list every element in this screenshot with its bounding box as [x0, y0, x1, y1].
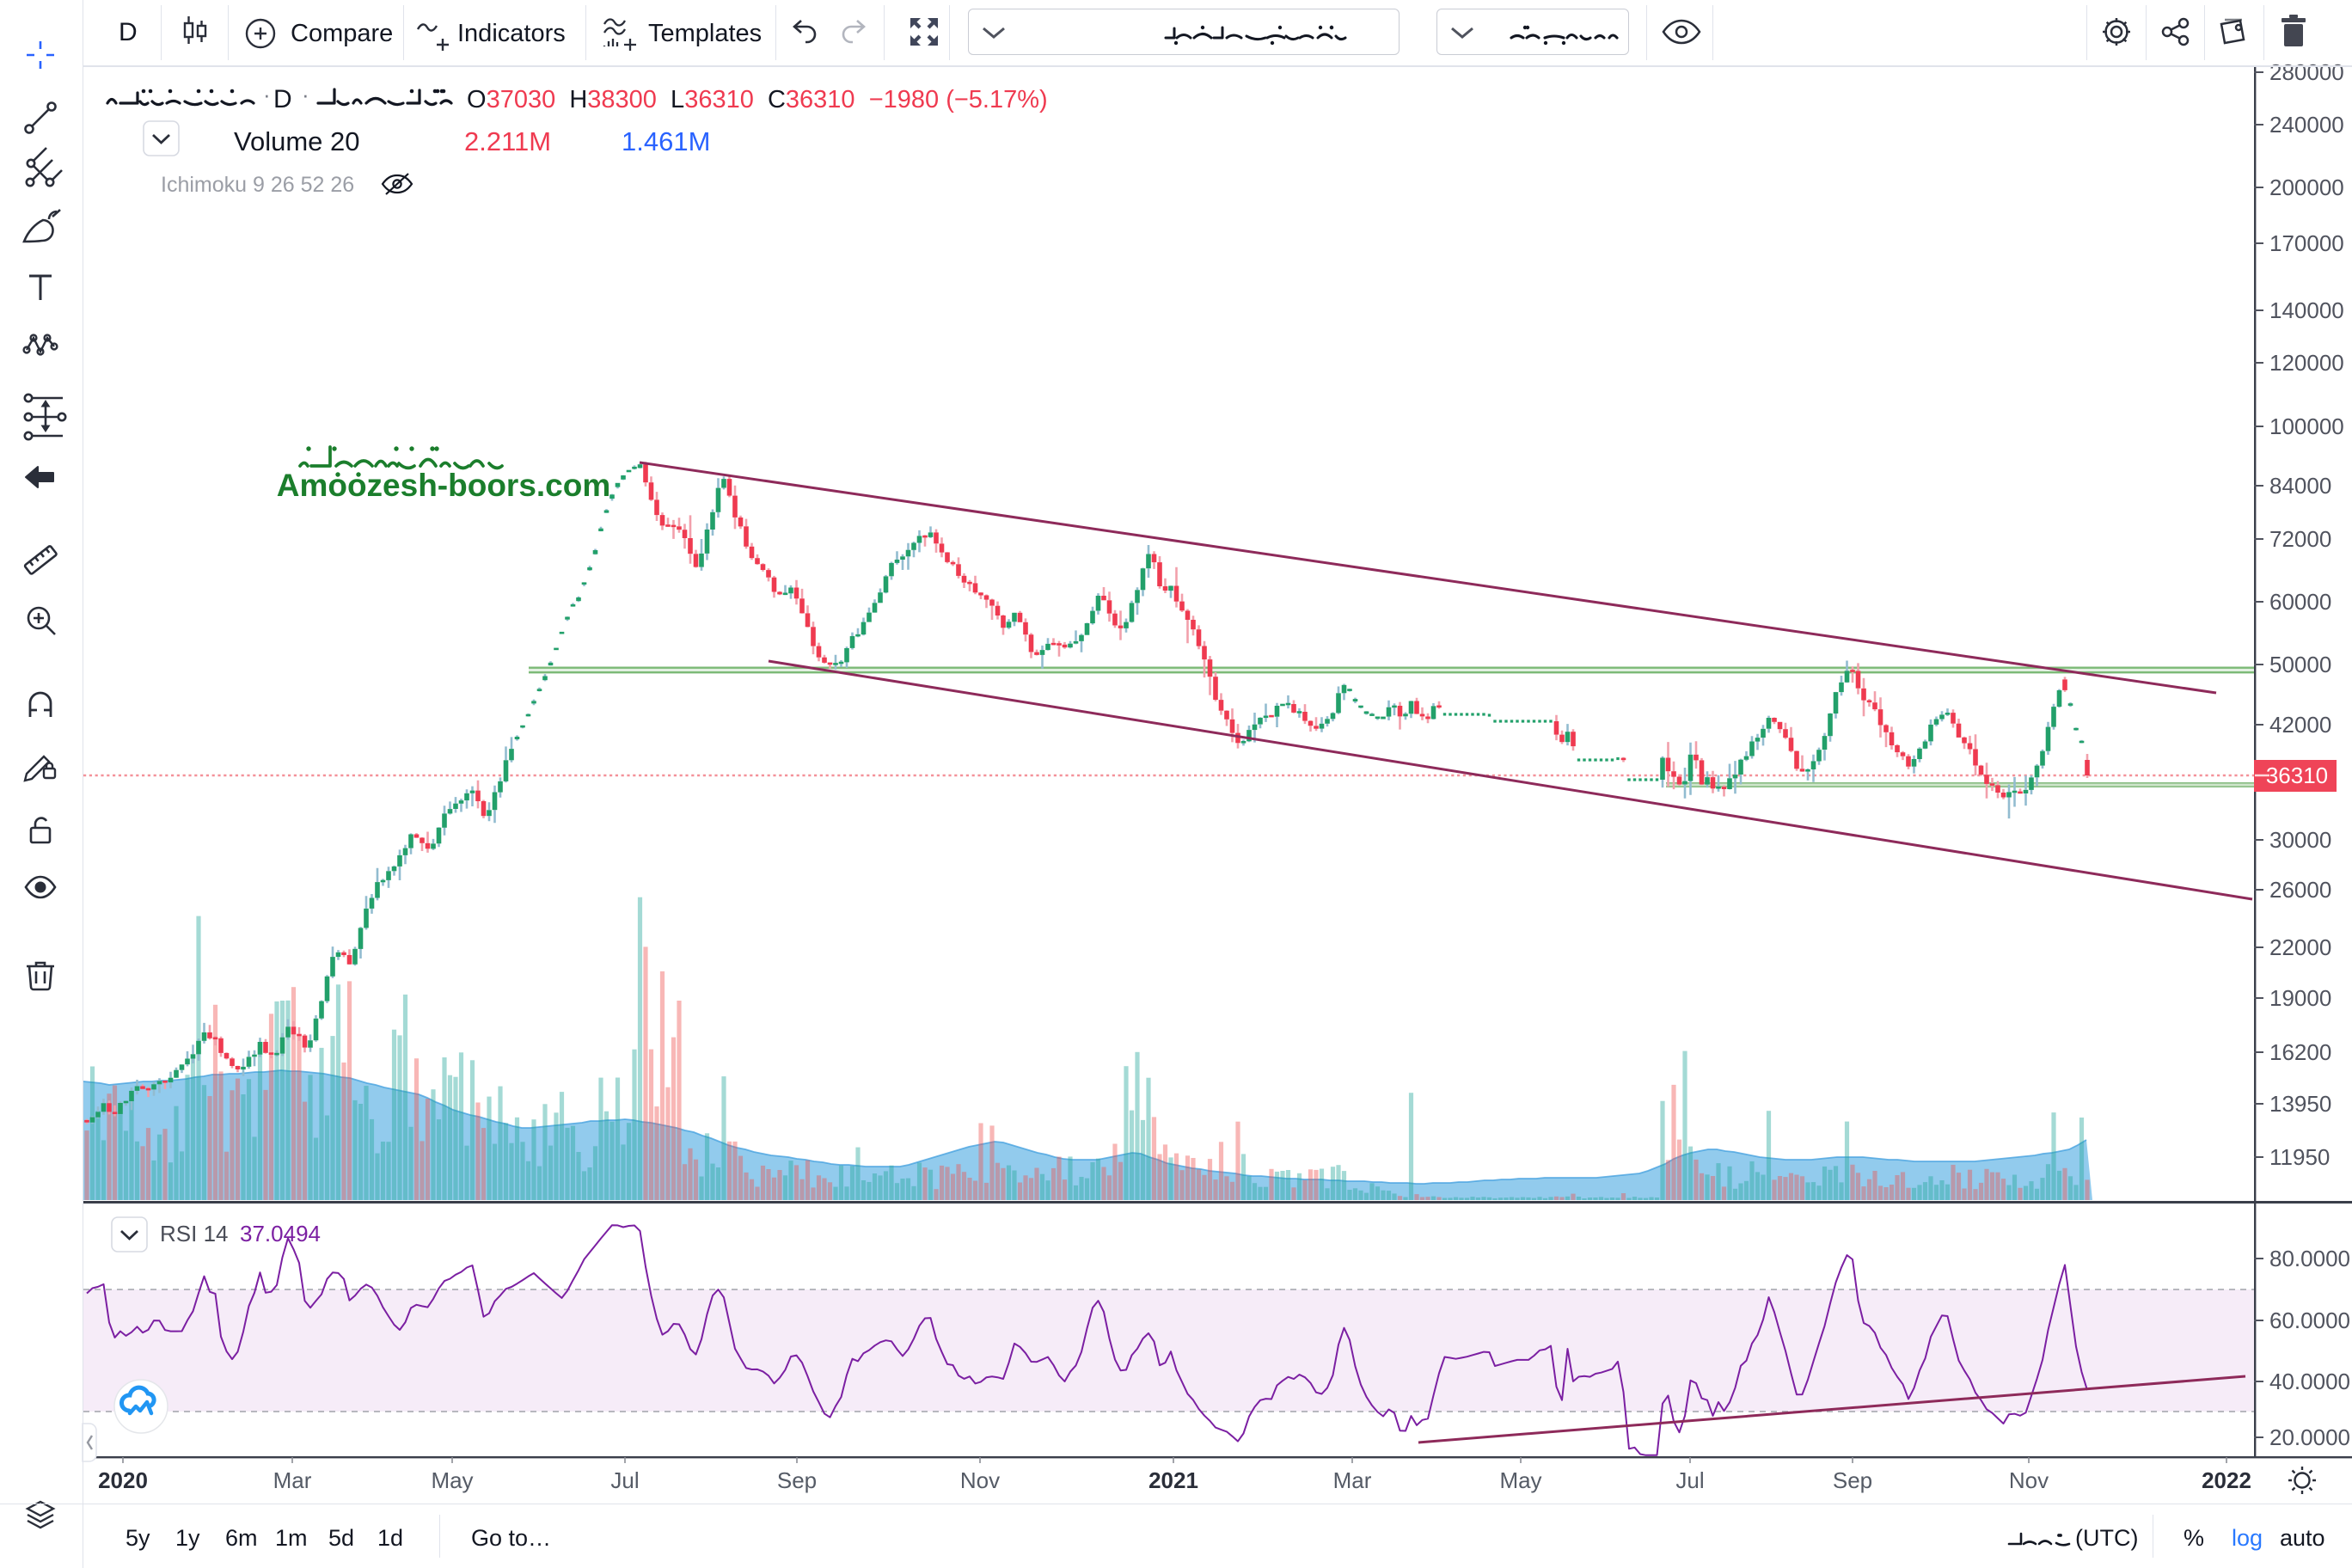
svg-text:26000: 26000: [2269, 877, 2331, 903]
svg-text:Sep: Sep: [1833, 1467, 1872, 1493]
svg-text:Mar: Mar: [1333, 1467, 1372, 1493]
svg-text:Nov: Nov: [960, 1467, 1000, 1493]
svg-text:Amoozesh-boors.com: Amoozesh-boors.com: [277, 468, 611, 503]
svg-text:100000: 100000: [2269, 413, 2344, 439]
svg-text:Jul: Jul: [610, 1467, 639, 1493]
svg-text:200000: 200000: [2269, 175, 2344, 200]
svg-text:11950: 11950: [2269, 1144, 2330, 1170]
svg-text:2020: 2020: [98, 1467, 148, 1493]
svg-text:40.0000: 40.0000: [2269, 1369, 2350, 1394]
svg-text:80.0000: 80.0000: [2269, 1246, 2350, 1271]
svg-text:May: May: [431, 1467, 473, 1493]
svg-text:30000: 30000: [2269, 827, 2331, 853]
svg-text:240000: 240000: [2269, 112, 2344, 138]
svg-text:Nov: Nov: [2009, 1467, 2049, 1493]
svg-text:19000: 19000: [2269, 985, 2331, 1011]
svg-text:72000: 72000: [2269, 526, 2331, 552]
svg-text:60000: 60000: [2269, 589, 2331, 615]
svg-text:42000: 42000: [2269, 712, 2331, 738]
svg-text:13950: 13950: [2269, 1091, 2331, 1117]
svg-text:140000: 140000: [2269, 297, 2344, 323]
svg-text:20.0000: 20.0000: [2269, 1424, 2350, 1450]
svg-text:Jul: Jul: [1675, 1467, 1704, 1493]
svg-text:16200: 16200: [2269, 1039, 2331, 1065]
svg-text:84000: 84000: [2269, 473, 2331, 499]
svg-text:280000: 280000: [2269, 59, 2344, 85]
svg-text:60.0000: 60.0000: [2269, 1308, 2350, 1333]
svg-text:170000: 170000: [2269, 230, 2344, 256]
svg-text:120000: 120000: [2269, 350, 2344, 376]
svg-text:2022: 2022: [2202, 1467, 2251, 1493]
svg-text:2021: 2021: [1148, 1467, 1198, 1493]
svg-text:50000: 50000: [2269, 652, 2331, 677]
svg-text:Sep: Sep: [777, 1467, 817, 1493]
svg-text:May: May: [1499, 1467, 1541, 1493]
svg-text:36310: 36310: [2266, 763, 2328, 788]
svg-text:Mar: Mar: [273, 1467, 312, 1493]
svg-text:22000: 22000: [2269, 934, 2331, 960]
